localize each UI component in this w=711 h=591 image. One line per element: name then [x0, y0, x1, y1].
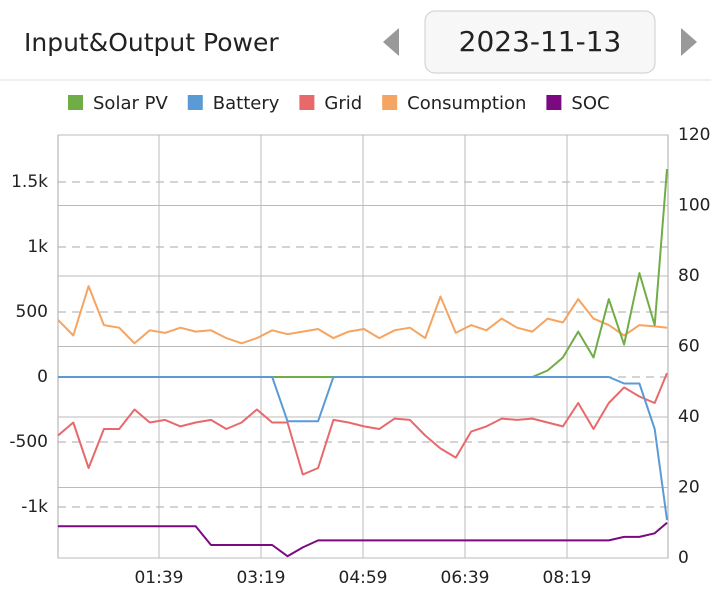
legend-swatch [546, 95, 562, 110]
legend-label: SOC [571, 93, 609, 114]
date-text: 2023-11-13 [459, 25, 622, 58]
series-line [58, 376, 668, 521]
next-arrow[interactable] [681, 28, 697, 56]
prev-arrow[interactable] [383, 28, 399, 56]
legend-swatch [382, 95, 398, 110]
x-tick-label: 04:59 [339, 568, 388, 588]
page-title: Input&Output Power [24, 28, 279, 57]
plot: 0 20 40 60 80 100 120 -1k -500 0 500 1k 1.5k 01:39 03:… [9, 125, 710, 588]
y-tick-label: -500 [9, 432, 48, 452]
y-tick-label: 1.5k [11, 172, 48, 192]
legend-label: Solar PV [93, 93, 168, 114]
legend: Solar PV Battery Grid Consumption SOC [68, 93, 610, 114]
y-tick-label: -1k [21, 497, 48, 517]
y-tick-label: 1k [27, 237, 48, 257]
series-line [58, 522, 668, 558]
y-tick-label: 500 [16, 302, 48, 322]
legend-label: Consumption [407, 93, 526, 114]
y2-tick-label: 80 [678, 266, 700, 286]
y2-tick-label: 20 [678, 478, 700, 498]
legend-swatch [299, 95, 315, 110]
legend-swatch [187, 95, 203, 110]
y2-tick-label: 0 [678, 548, 689, 568]
y-tick-label: 0 [37, 367, 48, 387]
legend-label: Grid [324, 93, 362, 114]
x-tick-label: 01:39 [134, 568, 183, 588]
x-tick-label: 03:19 [236, 568, 285, 588]
series-line [57, 285, 668, 345]
x-tick-label: 08:19 [543, 568, 592, 588]
y2-tick-label: 120 [678, 125, 710, 145]
y2-tick-label: 100 [678, 196, 710, 216]
y2-tick-label: 60 [678, 337, 700, 357]
y2-tick-label: 40 [678, 407, 700, 427]
series-line [57, 372, 668, 476]
legend-label: Battery [213, 93, 280, 114]
date-box[interactable] [424, 10, 656, 74]
legend-swatch [68, 95, 83, 110]
x-tick-label: 06:39 [441, 568, 490, 588]
